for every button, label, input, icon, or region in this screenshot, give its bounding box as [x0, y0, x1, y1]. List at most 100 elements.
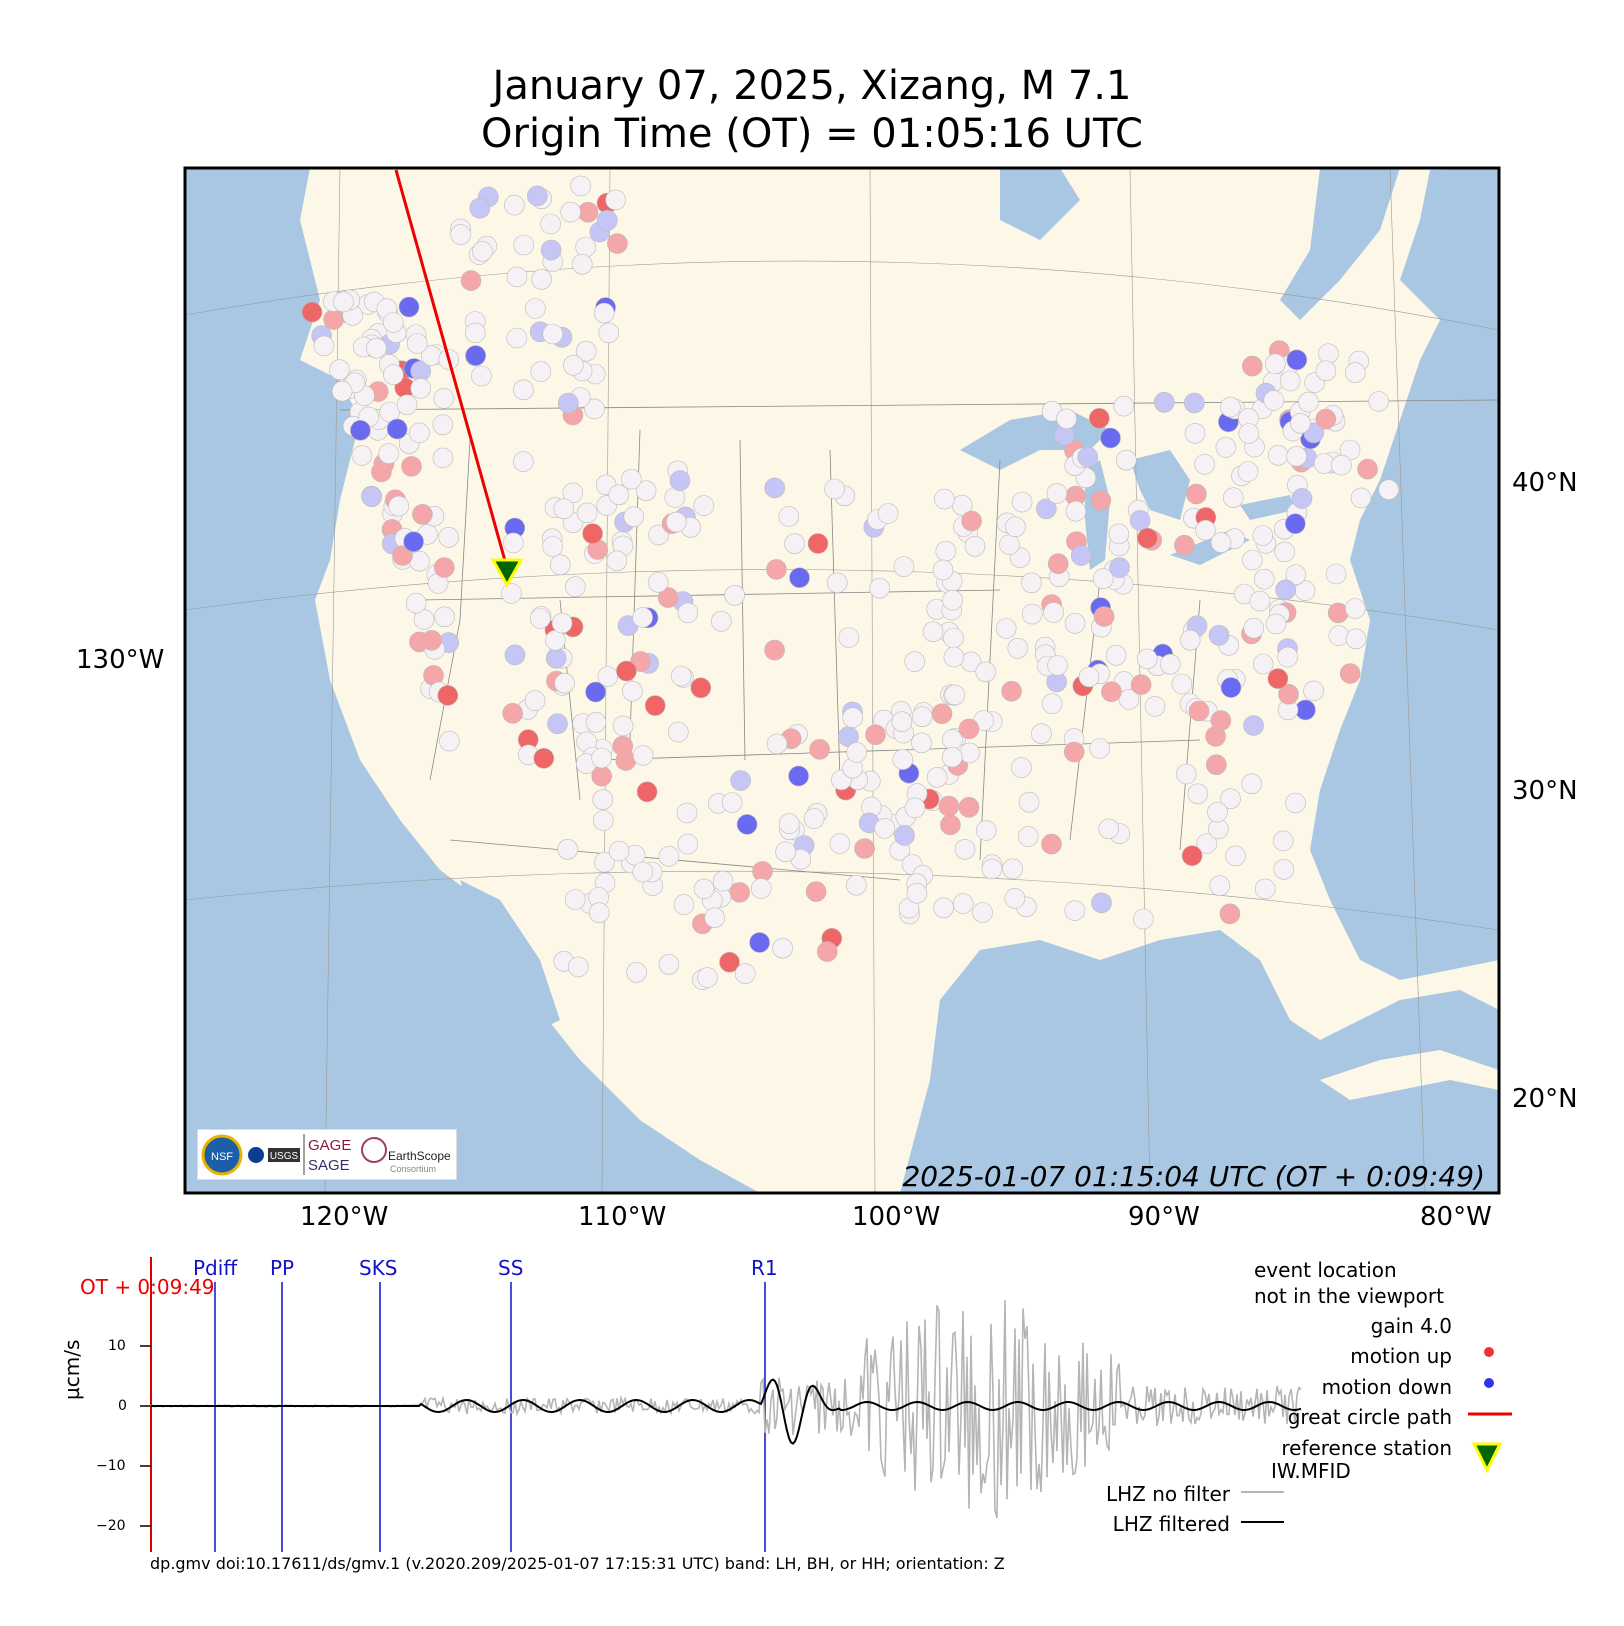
station-marker	[766, 559, 787, 580]
gulf-of-california	[460, 880, 560, 1030]
station-marker	[553, 498, 575, 520]
station-marker	[1153, 391, 1175, 413]
station-marker	[531, 268, 552, 290]
ot-label: OT + 0:09:49	[80, 1275, 215, 1299]
station-marker	[1196, 833, 1218, 854]
station-marker	[669, 470, 691, 492]
station-marker	[405, 592, 427, 614]
station-marker	[392, 545, 413, 566]
station-marker	[632, 607, 653, 628]
station-marker	[721, 792, 743, 813]
station-marker	[502, 702, 524, 724]
station-marker	[575, 340, 597, 362]
station-marker	[1241, 773, 1262, 795]
station-marker	[1188, 700, 1210, 722]
station-marker	[584, 398, 605, 420]
station-marker	[964, 535, 986, 557]
station-marker	[1171, 673, 1193, 695]
station-marker	[1144, 696, 1166, 717]
station-marker	[690, 677, 712, 699]
reference-station-marker	[490, 558, 524, 589]
station-marker	[677, 602, 699, 624]
station-marker	[749, 932, 770, 953]
station-marker	[826, 572, 848, 594]
station-marker	[750, 878, 772, 899]
gage-logo-text: GAGE	[308, 1137, 351, 1154]
station-marker	[1036, 498, 1057, 520]
station-marker	[1002, 858, 1023, 880]
title-line-1: January 07, 2025, Xizang, M 7.1	[492, 63, 1132, 109]
station-marker	[1220, 677, 1242, 698]
ytick-10: 10	[108, 1338, 126, 1354]
station-marker	[576, 502, 598, 524]
station-marker	[934, 488, 955, 510]
station-marker	[730, 770, 751, 791]
station-marker	[648, 524, 669, 546]
title-line-2: Origin Time (OT) = 01:05:16 UTC	[481, 111, 1143, 157]
station-marker	[1298, 391, 1319, 413]
station-marker	[1089, 407, 1110, 429]
station-marker	[432, 447, 454, 469]
station-marker	[1242, 549, 1263, 571]
station-marker	[789, 567, 810, 589]
station-marker	[313, 335, 335, 357]
station-marker	[1089, 738, 1110, 759]
legend-reference-code: IW.MFID	[1271, 1459, 1351, 1483]
station-marker	[1001, 680, 1022, 702]
station-marker	[1174, 534, 1195, 556]
station-marker	[1210, 532, 1232, 553]
station-marker	[608, 484, 630, 506]
station-marker	[677, 833, 699, 855]
station-marker	[667, 721, 689, 743]
station-marker	[1108, 523, 1130, 545]
station-marker	[412, 503, 433, 525]
nsf-logo-text: NSF	[211, 1151, 233, 1163]
station-marker	[382, 312, 404, 333]
lake-huron	[1130, 450, 1190, 520]
station-marker	[406, 333, 428, 354]
station-marker	[829, 833, 851, 854]
station-marker	[351, 445, 373, 466]
station-marker	[975, 661, 997, 683]
station-marker	[1345, 362, 1366, 383]
legend-reference-station: reference station	[1281, 1436, 1452, 1460]
station-marker	[301, 301, 323, 323]
ytick-minus10: −10	[96, 1458, 126, 1474]
station-marker	[472, 241, 493, 262]
station-marker	[893, 556, 915, 577]
station-marker	[1136, 648, 1158, 670]
station-marker	[464, 322, 486, 344]
station-marker	[501, 583, 522, 604]
station-marker	[665, 511, 687, 533]
station-marker	[1186, 483, 1207, 505]
station-marker	[1007, 637, 1029, 659]
station-marker	[616, 660, 637, 682]
station-marker	[388, 495, 410, 517]
great-circle-path	[394, 169, 509, 569]
station-marker	[585, 711, 607, 733]
map-frame	[183, 166, 1501, 1195]
station-marker	[605, 189, 626, 211]
consortium-logo-text: Consortium	[390, 1164, 436, 1174]
lat-label-30: 30°N	[1512, 776, 1578, 806]
station-marker	[403, 531, 424, 553]
station-marker	[1331, 454, 1352, 476]
station-marker	[450, 224, 471, 245]
station-marker	[1273, 858, 1295, 880]
station-marker	[1350, 487, 1372, 509]
station-marker	[657, 587, 679, 608]
cuba	[1320, 1050, 1499, 1100]
station-marker	[504, 194, 525, 216]
station-marker	[1315, 408, 1337, 430]
stations-layer	[301, 175, 1399, 990]
station-marker	[1265, 613, 1287, 635]
station-marker	[549, 554, 571, 576]
station-marker	[635, 480, 657, 502]
station-marker	[1018, 826, 1039, 847]
legend-great-circle: great circle path	[1287, 1405, 1452, 1429]
station-marker	[1252, 653, 1274, 675]
station-marker	[1187, 783, 1209, 805]
station-marker	[594, 851, 615, 873]
station-marker	[502, 532, 524, 554]
station-marker	[958, 718, 980, 740]
